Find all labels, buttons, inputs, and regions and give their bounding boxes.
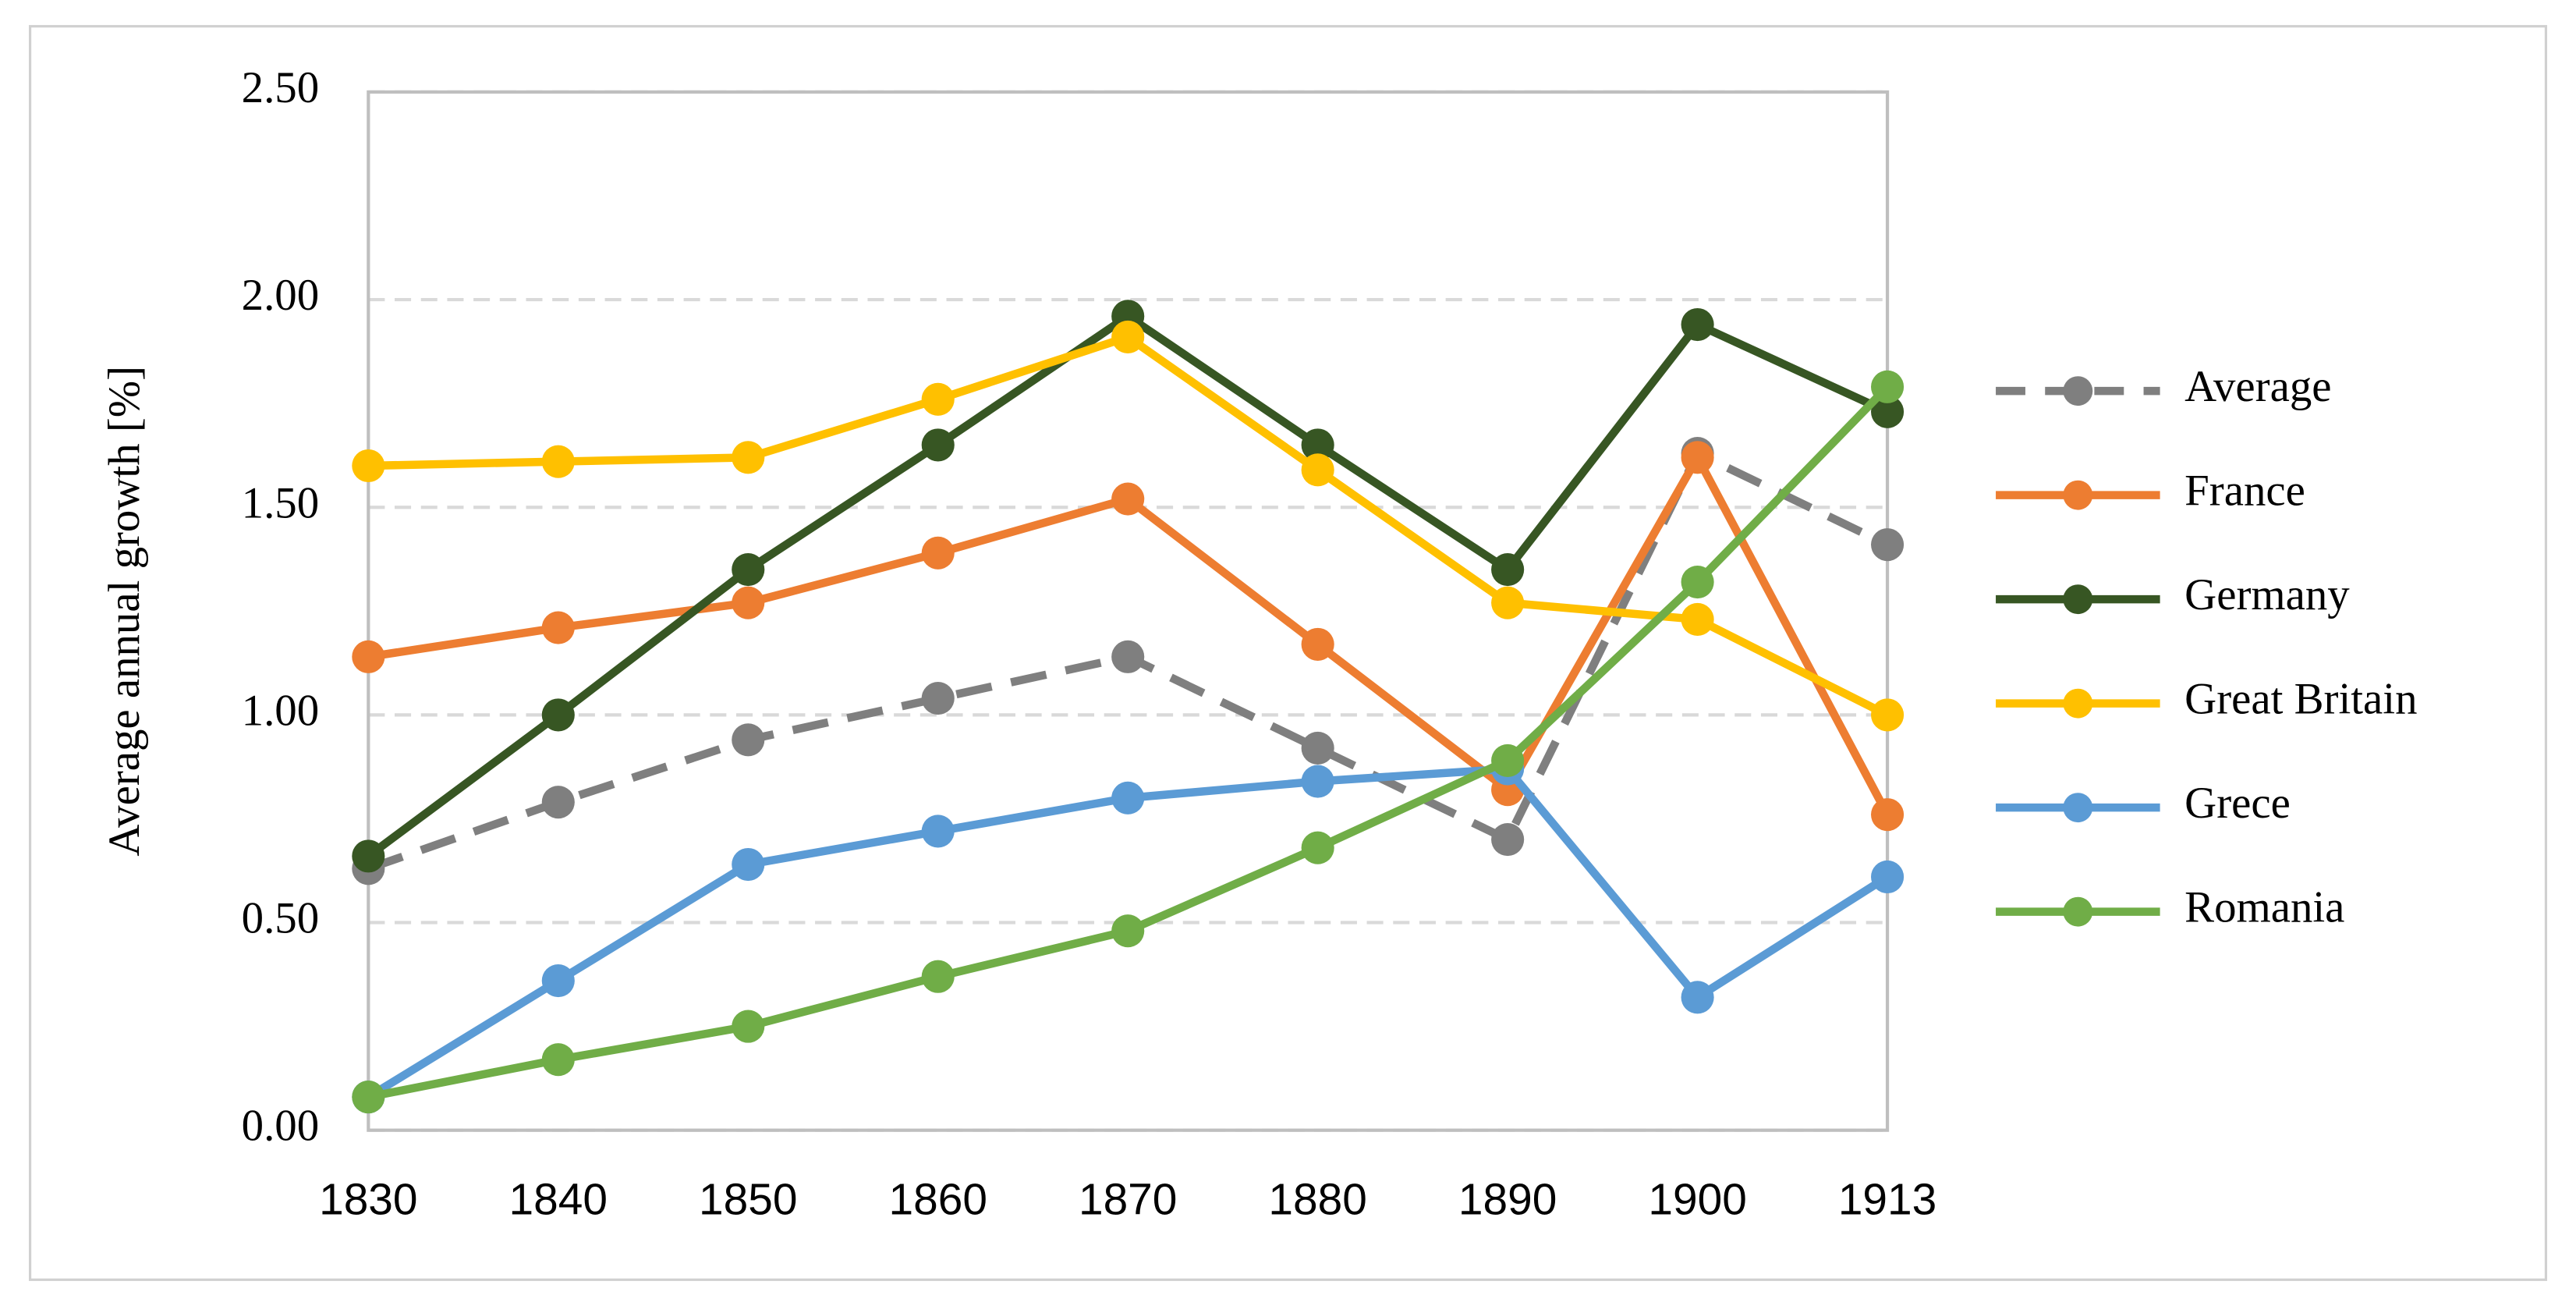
data-point — [1681, 981, 1714, 1014]
legend-marker — [2063, 896, 2093, 927]
data-point — [732, 586, 765, 619]
x-tick-label: 1900 — [1648, 1175, 1746, 1224]
data-point — [732, 847, 765, 882]
data-point — [1301, 765, 1334, 798]
data-point — [1491, 586, 1525, 619]
data-point — [1491, 743, 1525, 777]
x-tick-label: 1830 — [319, 1175, 417, 1224]
data-point — [541, 445, 575, 478]
data-point — [352, 1081, 385, 1114]
data-point — [1111, 781, 1145, 814]
legend-marker — [2063, 688, 2093, 719]
legend-label: Grece — [2184, 779, 2291, 828]
plot-border — [367, 90, 1890, 1132]
data-point — [1871, 528, 1905, 562]
data-point — [732, 553, 765, 587]
data-point — [1301, 627, 1334, 661]
data-point — [1301, 731, 1334, 765]
data-point — [1491, 553, 1525, 587]
legend-marker — [2063, 480, 2093, 510]
data-point — [1301, 428, 1334, 462]
data-point — [921, 536, 955, 570]
y-tick-label: 1.50 — [242, 478, 319, 527]
x-tick-label: 1840 — [509, 1175, 608, 1224]
data-point — [541, 698, 575, 732]
legend-label: Romania — [2184, 883, 2344, 932]
data-point — [1681, 602, 1714, 637]
data-point — [1111, 482, 1145, 516]
data-point — [1301, 453, 1334, 487]
y-axis-label: Average annual growth [%] — [100, 366, 149, 857]
data-point — [352, 839, 385, 873]
data-point — [921, 682, 955, 715]
legend-label: France — [2184, 467, 2305, 516]
data-point — [352, 449, 385, 483]
data-point — [1111, 320, 1145, 354]
data-point — [921, 428, 955, 462]
data-point — [1681, 565, 1714, 599]
y-tick-label: 0.00 — [242, 1102, 319, 1151]
data-point — [1871, 395, 1905, 428]
y-tick-label: 0.50 — [242, 894, 319, 943]
data-point — [352, 640, 385, 673]
x-tick-label: 1860 — [888, 1175, 987, 1224]
x-tick-label: 1850 — [699, 1175, 797, 1224]
data-point — [1871, 698, 1905, 732]
data-point — [1871, 860, 1905, 894]
data-point — [732, 723, 765, 757]
x-tick-label: 1880 — [1268, 1175, 1366, 1224]
data-point — [1301, 831, 1334, 864]
x-tick-label: 1890 — [1458, 1175, 1557, 1224]
data-point — [1111, 914, 1145, 948]
data-point — [921, 382, 955, 416]
data-point — [541, 611, 575, 644]
y-tick-label: 1.00 — [242, 686, 319, 735]
data-point — [732, 1010, 765, 1043]
data-point — [541, 964, 575, 998]
legend-marker — [2063, 376, 2093, 406]
chart-border — [28, 25, 2548, 1281]
legend-label: Germany — [2184, 570, 2350, 619]
data-point — [541, 786, 575, 819]
data-point — [1871, 370, 1905, 403]
data-point — [1111, 640, 1145, 673]
data-point — [732, 441, 765, 474]
y-tick-label: 2.50 — [242, 63, 319, 112]
legend-label: Great Britain — [2184, 675, 2417, 724]
data-point — [921, 814, 955, 848]
data-point — [921, 960, 955, 993]
y-tick-label: 2.00 — [242, 271, 319, 320]
data-point — [1681, 441, 1714, 474]
data-point — [541, 1043, 575, 1077]
x-tick-label: 1870 — [1079, 1175, 1177, 1224]
legend-label: Average — [2184, 362, 2331, 411]
legend-marker — [2063, 793, 2093, 823]
data-point — [1681, 307, 1714, 342]
x-tick-label: 1913 — [1838, 1175, 1936, 1224]
legend-marker — [2063, 584, 2093, 615]
data-point — [1491, 823, 1525, 857]
data-point — [1871, 798, 1905, 832]
